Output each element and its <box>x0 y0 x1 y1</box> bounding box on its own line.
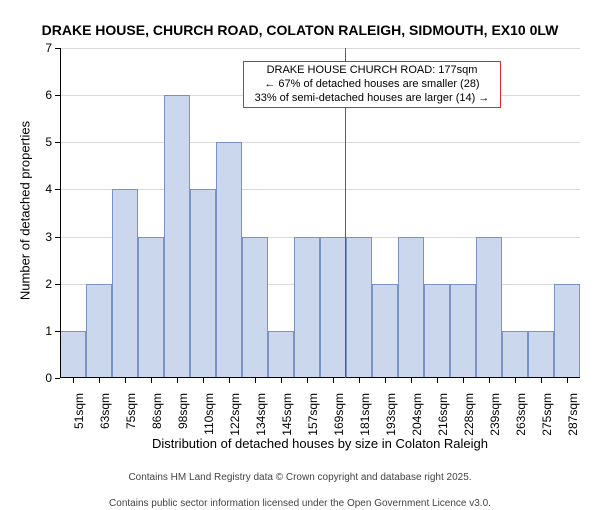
bar <box>294 237 320 378</box>
x-tick-label: 228sqm <box>462 393 476 453</box>
x-tick <box>541 378 542 383</box>
x-tick-label: 169sqm <box>332 393 346 453</box>
gridline <box>60 189 580 190</box>
x-tick <box>177 378 178 383</box>
bar <box>216 142 242 378</box>
footer-line-1: Contains HM Land Registry data © Crown c… <box>128 472 471 483</box>
y-tick <box>55 331 60 332</box>
x-tick-label: 275sqm <box>540 393 554 453</box>
bar <box>112 189 138 378</box>
x-tick <box>567 378 568 383</box>
y-tick <box>55 189 60 190</box>
x-tick-label: 181sqm <box>358 393 372 453</box>
x-tick <box>333 378 334 383</box>
y-axis-line <box>60 48 61 378</box>
x-tick <box>73 378 74 383</box>
x-tick-label: 204sqm <box>410 393 424 453</box>
bar <box>528 331 554 378</box>
x-tick <box>437 378 438 383</box>
x-tick-label: 86sqm <box>150 393 164 453</box>
x-tick <box>489 378 490 383</box>
x-tick <box>515 378 516 383</box>
bar <box>320 237 346 378</box>
y-tick <box>55 284 60 285</box>
bar <box>164 95 190 378</box>
y-tick <box>55 48 60 49</box>
x-tick-label: 216sqm <box>436 393 450 453</box>
x-tick-label: 110sqm <box>202 393 216 453</box>
x-tick <box>229 378 230 383</box>
bar <box>86 284 112 378</box>
x-tick-label: 51sqm <box>72 393 86 453</box>
title-line-1: DRAKE HOUSE, CHURCH ROAD, COLATON RALEIG… <box>42 22 559 38</box>
y-tick <box>55 95 60 96</box>
y-tick-label: 3 <box>32 230 52 244</box>
y-tick-label: 4 <box>32 182 52 196</box>
x-tick-label: 75sqm <box>124 393 138 453</box>
x-tick <box>125 378 126 383</box>
bar <box>60 331 86 378</box>
x-tick-label: 134sqm <box>254 393 268 453</box>
x-tick <box>203 378 204 383</box>
bar <box>190 189 216 378</box>
x-axis-label: Distribution of detached houses by size … <box>60 436 580 451</box>
x-tick-label: 239sqm <box>488 393 502 453</box>
annotation-box: DRAKE HOUSE CHURCH ROAD: 177sqm ← 67% of… <box>243 61 501 108</box>
y-tick-label: 0 <box>32 371 52 385</box>
y-tick-label: 6 <box>32 88 52 102</box>
y-tick-label: 2 <box>32 277 52 291</box>
gridline <box>60 142 580 143</box>
x-tick <box>99 378 100 383</box>
x-tick-label: 145sqm <box>280 393 294 453</box>
y-axis-label: Number of detached properties <box>18 101 33 321</box>
y-tick-label: 7 <box>32 41 52 55</box>
bar <box>346 237 372 378</box>
x-tick-label: 98sqm <box>176 393 190 453</box>
bar <box>554 284 580 378</box>
x-tick <box>307 378 308 383</box>
x-tick <box>281 378 282 383</box>
y-tick <box>55 142 60 143</box>
gridline <box>60 48 580 49</box>
y-tick-label: 5 <box>32 135 52 149</box>
x-tick <box>359 378 360 383</box>
footer-attribution: Contains HM Land Registry data © Crown c… <box>0 458 600 510</box>
x-tick <box>411 378 412 383</box>
bar <box>398 237 424 378</box>
x-tick <box>255 378 256 383</box>
bar <box>138 237 164 378</box>
bar <box>502 331 528 378</box>
plot-area: DRAKE HOUSE CHURCH ROAD: 177sqm ← 67% of… <box>60 48 580 378</box>
y-tick <box>55 378 60 379</box>
bar <box>372 284 398 378</box>
y-tick-label: 1 <box>32 324 52 338</box>
x-tick <box>463 378 464 383</box>
bar <box>450 284 476 378</box>
x-tick-label: 63sqm <box>98 393 112 453</box>
x-tick-label: 122sqm <box>228 393 242 453</box>
chart-container: DRAKE HOUSE, CHURCH ROAD, COLATON RALEIG… <box>0 0 600 500</box>
bar <box>268 331 294 378</box>
x-tick-label: 263sqm <box>514 393 528 453</box>
x-tick-label: 287sqm <box>566 393 580 453</box>
bar <box>424 284 450 378</box>
x-tick <box>151 378 152 383</box>
bar <box>242 237 268 378</box>
y-tick <box>55 237 60 238</box>
x-tick-label: 193sqm <box>384 393 398 453</box>
x-tick-label: 157sqm <box>306 393 320 453</box>
x-tick <box>385 378 386 383</box>
x-axis-line <box>60 377 580 378</box>
bar <box>476 237 502 378</box>
